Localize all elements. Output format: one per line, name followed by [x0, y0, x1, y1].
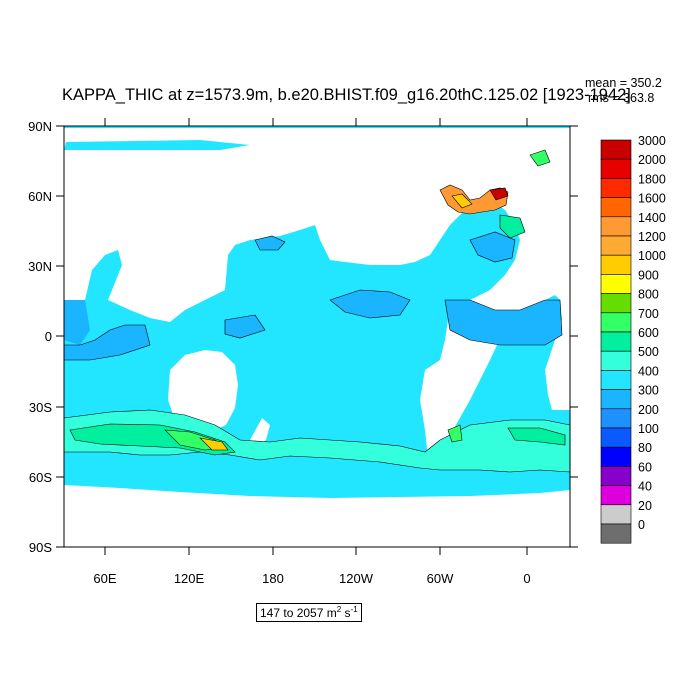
lon-label-120e: 120E [174, 571, 205, 586]
labrador-core [451, 193, 473, 209]
drake-700-region [447, 424, 463, 443]
mean-value: mean = 350.2 [585, 76, 662, 90]
arctic-ocean [64, 140, 250, 150]
colorbar-swatch [600, 485, 632, 506]
west-pacific-300-region [224, 314, 266, 339]
latitude-axis: 90N 60N 30N 0 30S 60S 90S [28, 119, 578, 555]
range-exp2: -1 [350, 605, 358, 614]
colorbar-label: 800 [638, 288, 659, 302]
colorbar-label: 500 [638, 345, 659, 359]
colorbar-swatch [600, 331, 632, 352]
lat-label-0: 0 [45, 329, 52, 344]
colorbar-swatch [600, 408, 632, 429]
labrador-sea-peak [439, 184, 509, 215]
colorbar-label: 200 [638, 403, 659, 417]
colorbar-label: 1000 [638, 249, 666, 263]
colorbar-label: 1200 [638, 230, 666, 244]
southern-ocean-band [64, 409, 570, 473]
colorbar-swatch [600, 446, 632, 467]
lon-label-180: 180 [262, 571, 284, 586]
colorbar-label: 80 [638, 441, 652, 455]
colorbar-label: 0 [638, 518, 645, 532]
colorbar-label: 900 [638, 268, 659, 282]
longitude-axis: 60E 120E 180 120W 60W 0 [93, 118, 531, 586]
indian-300-region [64, 324, 151, 361]
colorbar-label: 600 [638, 326, 659, 340]
colorbar-swatch [600, 466, 632, 486]
colorbar-label: 20 [638, 499, 652, 513]
arabian-sea-field [64, 300, 90, 345]
colorbar-swatch [600, 139, 632, 160]
colorbar-label: 1600 [638, 192, 666, 206]
colorbar-swatch [600, 504, 632, 525]
pacific-300-region [329, 289, 411, 319]
colorbar-swatch [600, 370, 632, 390]
colorbar-swatch [600, 274, 632, 294]
colorbar-swatch [600, 254, 632, 275]
colorbar: 3000200018001600140012001000900800700600… [600, 134, 666, 544]
lat-label-90s: 90S [29, 540, 52, 555]
colorbar-label: 2000 [638, 153, 666, 167]
north-pacific-300-region [254, 235, 286, 251]
colorbar-swatch [600, 293, 632, 314]
colorbar-label: 1800 [638, 172, 666, 186]
colorbar-label: 60 [638, 460, 652, 474]
plot-title: KAPPA_THIC at z=1573.9m, b.e20.BHIST.f09… [62, 86, 631, 104]
gulf-stream-600-region [499, 214, 526, 239]
colorbar-label: 300 [638, 384, 659, 398]
lat-label-30s: 30S [29, 400, 52, 415]
irminger-core [489, 187, 509, 201]
colorbar-swatch [600, 427, 632, 448]
colorbar-label: 3000 [638, 134, 666, 148]
lon-label-0: 0 [523, 571, 530, 586]
colorbar-label: 1400 [638, 211, 666, 225]
acc-peak-region [199, 437, 229, 451]
colorbar-swatch [600, 389, 632, 410]
colorbar-swatch [600, 216, 632, 237]
arctic-land [64, 128, 570, 142]
north-atlantic-300-region [469, 231, 516, 263]
lat-label-60s: 60S [29, 470, 52, 485]
colorbar-swatch [600, 235, 632, 256]
range-exp1: 2 [336, 605, 342, 614]
colorbar-swatch [600, 312, 632, 333]
colorbar-label: 700 [638, 307, 659, 321]
range-text: 147 to 2057 m [260, 606, 337, 620]
antarctica-land [64, 485, 570, 547]
colorbar-swatch [600, 158, 632, 179]
australia-land [168, 350, 238, 432]
lat-label-30n: 30N [28, 259, 52, 274]
continents-land [64, 128, 570, 458]
range-mid: s [341, 606, 351, 620]
colorbar-swatch [600, 523, 632, 544]
colorbar-label: 100 [638, 422, 659, 436]
colorbar-swatch [600, 178, 632, 198]
lon-label-120w: 120W [339, 571, 374, 586]
lat-label-90n: 90N [28, 119, 52, 134]
nordic-seas-region [529, 149, 551, 167]
south-atlantic-600-region [507, 427, 566, 446]
colorbar-swatch [600, 350, 632, 371]
nz-land [250, 418, 270, 448]
lat-label-60n: 60N [28, 189, 52, 204]
colorbar-swatch [600, 197, 632, 218]
rms-value: rms = 363.8 [588, 91, 655, 105]
lon-label-60e: 60E [93, 571, 116, 586]
colorbar-label: 400 [638, 364, 659, 378]
lon-label-60w: 60W [427, 571, 454, 586]
range-label: 147 to 2057 m2 s-1 [256, 603, 362, 622]
atlantic-300-region [444, 299, 563, 346]
map-field [64, 126, 570, 547]
colorbar-label: 40 [638, 480, 652, 494]
